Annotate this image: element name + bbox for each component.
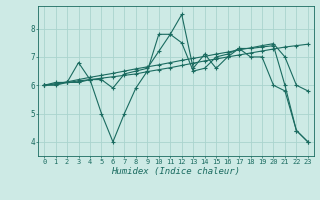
- X-axis label: Humidex (Indice chaleur): Humidex (Indice chaleur): [111, 167, 241, 176]
